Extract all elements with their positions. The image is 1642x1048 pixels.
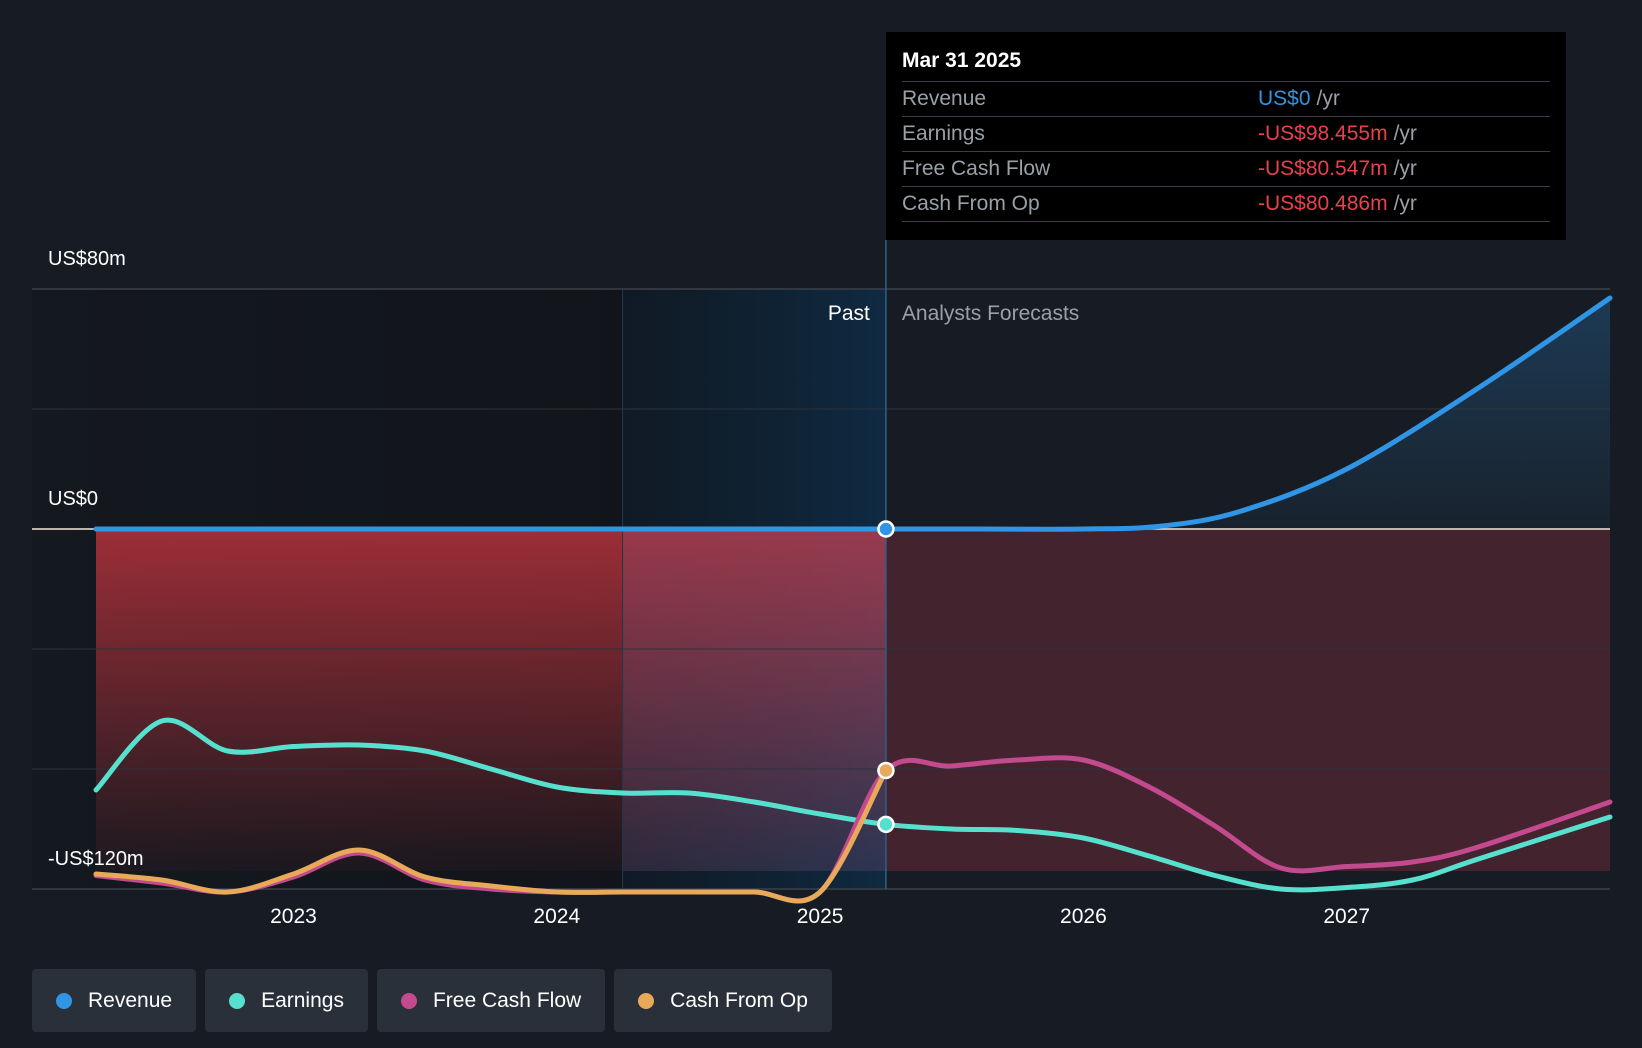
tooltip-row-cfo: Cash From Op -US$80.486m /yr: [902, 187, 1550, 222]
y-axis-label: US$0: [48, 488, 98, 510]
negative-area-highlight: [622, 529, 886, 871]
tooltip-label: Cash From Op: [902, 192, 1040, 215]
tooltip-unit: /yr: [1316, 87, 1340, 110]
tooltip-row-fcf: Free Cash Flow -US$80.547m /yr: [902, 152, 1550, 187]
cash-from-op-line: [93, 768, 889, 904]
legend-label: Revenue: [88, 988, 173, 1012]
tooltip: Mar 31 2025 Revenue US$0 /yr Earnings -U…: [886, 32, 1566, 240]
negative-area-past: [96, 529, 886, 871]
tooltip-row-earnings: Earnings -US$98.455m /yr: [902, 117, 1550, 152]
cash-from-op-marker: [877, 761, 895, 780]
tooltip-label: Revenue: [902, 87, 987, 110]
forecast-label: Analysts Forecasts: [902, 302, 1079, 325]
tooltip-date: Mar 31 2025: [902, 46, 1550, 82]
earnings-dot-icon: [229, 992, 246, 1009]
legend: Revenue Earnings Free Cash Flow Cash Fro…: [32, 969, 832, 1032]
free-cash-flow-dot-icon: [400, 992, 417, 1009]
earnings-marker: [877, 815, 895, 834]
legend-label: Earnings: [261, 988, 344, 1012]
tooltip-value: -US$80.486m: [1258, 192, 1388, 215]
cash-from-op-dot-icon: [638, 992, 655, 1009]
revenue-area: [96, 298, 1610, 530]
x-tick-label: 2027: [1323, 905, 1370, 928]
tooltip-row-revenue: Revenue US$0 /yr: [902, 82, 1550, 117]
negative-area-forecast: [885, 529, 1610, 871]
x-tick-label: 2026: [1060, 905, 1107, 928]
tooltip-value: US$0: [1258, 87, 1311, 110]
legend-item-revenue[interactable]: Revenue: [32, 969, 197, 1032]
revenue-line: [93, 295, 1613, 532]
tooltip-value: -US$80.547m: [1258, 157, 1388, 180]
legend-item-cash-from-op[interactable]: Cash From Op: [614, 969, 832, 1032]
earnings-line: [93, 717, 1613, 893]
legend-label: Cash From Op: [670, 988, 808, 1012]
tooltip-value: -US$98.455m: [1258, 122, 1388, 145]
legend-item-earnings[interactable]: Earnings: [205, 969, 368, 1032]
tooltip-unit: /yr: [1393, 157, 1417, 180]
past-label: Past: [828, 302, 870, 325]
x-tick-label: 2024: [533, 905, 580, 928]
y-axis-label: US$80m: [48, 248, 126, 270]
x-tick-label: 2023: [270, 905, 317, 928]
tooltip-unit: /yr: [1393, 122, 1417, 145]
legend-item-free-cash-flow[interactable]: Free Cash Flow: [376, 969, 606, 1032]
revenue-dot-icon: [56, 992, 72, 1009]
y-axis-label: -US$120m: [48, 848, 144, 870]
x-tick-label: 2025: [797, 905, 844, 928]
tooltip-label: Free Cash Flow: [902, 157, 1051, 180]
revenue-marker: [877, 520, 895, 538]
chart: US$80m US$0 -US$120m 2023 2024 2025 2026 2027 Pa…: [32, 240, 1613, 928]
legend-label: Free Cash Flow: [432, 988, 582, 1012]
tooltip-unit: /yr: [1393, 192, 1417, 215]
tooltip-label: Earnings: [902, 122, 985, 145]
